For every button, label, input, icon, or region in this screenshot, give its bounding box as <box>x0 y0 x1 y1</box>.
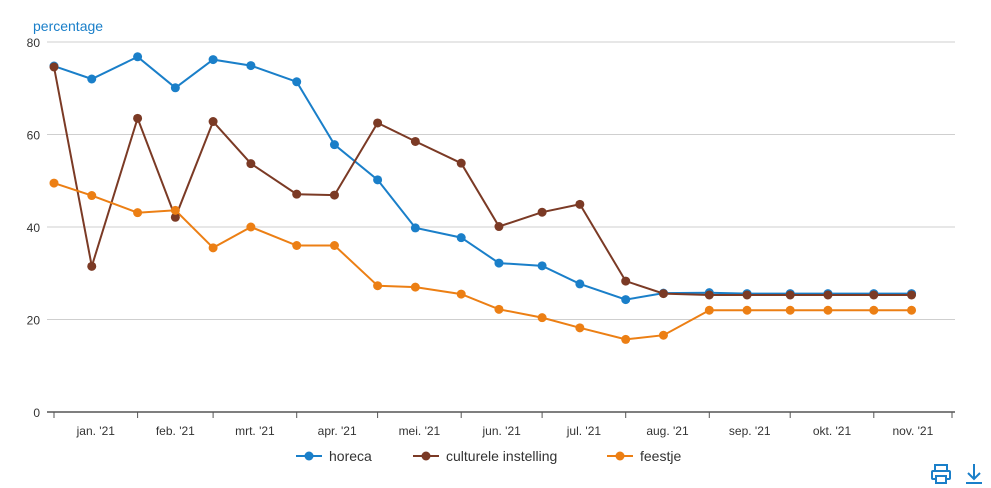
data-point[interactable] <box>410 136 420 146</box>
legend-label: horeca <box>329 448 372 464</box>
series-line-1 <box>53 66 912 296</box>
data-point[interactable] <box>49 178 59 188</box>
x-tick-label: nov. '21 <box>893 424 934 438</box>
data-point[interactable] <box>292 189 302 199</box>
legend-marker <box>421 451 431 461</box>
data-point[interactable] <box>292 241 302 250</box>
x-tick-label: feb. '21 <box>156 424 195 438</box>
data-point[interactable] <box>785 305 795 315</box>
data-point[interactable] <box>704 290 714 300</box>
x-tick-label: mei. '21 <box>399 424 441 438</box>
x-tick-label: mrt. '21 <box>235 424 275 438</box>
data-point[interactable] <box>704 305 714 315</box>
chart-toolbar <box>930 462 986 486</box>
data-point[interactable] <box>575 279 585 289</box>
data-point[interactable] <box>410 223 420 233</box>
data-point[interactable] <box>410 282 420 292</box>
data-point[interactable] <box>742 305 752 315</box>
data-point[interactable] <box>869 290 879 300</box>
legend-item[interactable]: horeca <box>296 448 372 464</box>
data-point[interactable] <box>87 261 97 271</box>
data-point[interactable] <box>823 305 833 315</box>
data-point[interactable] <box>208 117 218 127</box>
data-point[interactable] <box>87 74 97 84</box>
data-point[interactable] <box>823 290 833 300</box>
printer-icon[interactable] <box>930 462 954 486</box>
data-point[interactable] <box>246 61 256 71</box>
data-point[interactable] <box>170 83 180 93</box>
data-point[interactable] <box>537 261 547 271</box>
y-tick-label: 60 <box>27 129 41 143</box>
data-point[interactable] <box>907 305 917 315</box>
legend-marker <box>304 451 314 461</box>
y-tick-label: 20 <box>27 314 41 328</box>
data-point[interactable] <box>329 241 339 250</box>
data-point[interactable] <box>170 212 180 222</box>
series-line-0 <box>53 55 912 301</box>
data-point[interactable] <box>658 330 668 340</box>
data-point[interactable] <box>246 159 256 169</box>
legend-item[interactable]: feestje <box>607 448 681 464</box>
data-point[interactable] <box>494 258 504 268</box>
data-point[interactable] <box>907 290 917 300</box>
x-tick-label: apr. '21 <box>318 424 357 438</box>
legend-marker <box>615 451 625 461</box>
data-point[interactable] <box>49 62 59 72</box>
data-point[interactable] <box>494 304 504 314</box>
data-point[interactable] <box>456 289 466 299</box>
legend-item[interactable]: culturele instelling <box>413 448 557 464</box>
data-point[interactable] <box>133 113 143 123</box>
y-tick-label: 40 <box>27 221 41 235</box>
y-tick-label: 0 <box>33 406 40 420</box>
data-point[interactable] <box>575 199 585 209</box>
data-point[interactable] <box>373 281 383 291</box>
x-tick-label: jun. '21 <box>481 424 521 438</box>
data-point[interactable] <box>869 305 879 315</box>
data-point[interactable] <box>575 323 585 333</box>
series-points <box>49 52 917 344</box>
data-point[interactable] <box>329 140 339 150</box>
data-point[interactable] <box>329 190 339 200</box>
data-point[interactable] <box>170 205 180 215</box>
data-point[interactable] <box>246 222 256 232</box>
x-tick-label: sep. '21 <box>729 424 771 438</box>
series-lines <box>53 55 912 341</box>
data-point[interactable] <box>456 233 466 243</box>
x-tick-label: jan. '21 <box>76 424 116 438</box>
legend-label: culturele instelling <box>446 448 557 464</box>
data-point[interactable] <box>785 290 795 300</box>
x-tick-label: okt. '21 <box>813 424 852 438</box>
data-point[interactable] <box>456 158 466 168</box>
x-axis-ticks: jan. '21 feb. '21 mrt. '21 apr. '21 mei. '21… <box>53 412 953 438</box>
y-axis-label: percentage <box>33 18 103 34</box>
data-point[interactable] <box>292 77 302 87</box>
data-point[interactable] <box>87 191 97 201</box>
data-point[interactable] <box>373 118 383 128</box>
x-tick-label: jul. '21 <box>566 424 602 438</box>
x-tick-label: aug. '21 <box>646 424 689 438</box>
legend[interactable]: horeca culturele instelling feestje <box>296 448 681 464</box>
data-point[interactable] <box>133 52 143 62</box>
legend-label: feestje <box>640 448 681 464</box>
data-point[interactable] <box>621 276 631 286</box>
series-line-2 <box>53 182 912 341</box>
y-tick-label: 80 <box>27 36 41 50</box>
data-point[interactable] <box>537 207 547 217</box>
data-point[interactable] <box>494 222 504 232</box>
data-point[interactable] <box>133 208 143 218</box>
data-point[interactable] <box>621 334 631 344</box>
data-point[interactable] <box>208 55 218 65</box>
data-point[interactable] <box>373 175 383 185</box>
data-point[interactable] <box>208 243 218 253</box>
data-point[interactable] <box>658 289 668 299</box>
data-point[interactable] <box>621 295 631 305</box>
data-point[interactable] <box>537 313 547 323</box>
data-point[interactable] <box>742 290 752 300</box>
download-icon[interactable] <box>962 462 986 486</box>
y-axis-ticks: 0 20 40 60 80 <box>27 36 41 420</box>
